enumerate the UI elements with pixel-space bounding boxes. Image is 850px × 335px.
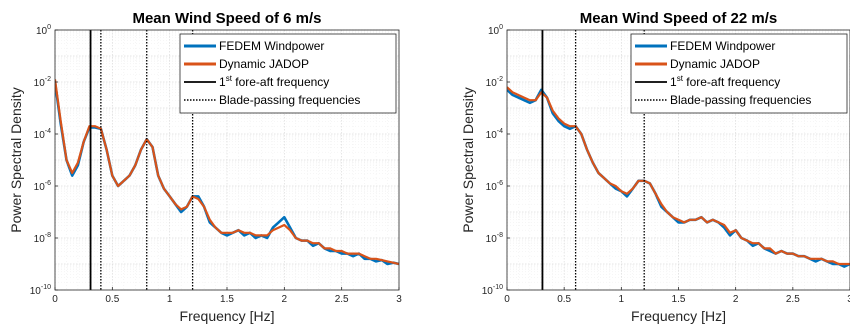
y-tick-label: 10-6: [486, 180, 503, 193]
x-tick-label: 0: [504, 294, 510, 305]
y-tick-label: 10-2: [486, 76, 503, 89]
legend-label-fedem: FEDEM Windpower: [670, 39, 775, 53]
legend-label-fedem: FEDEM Windpower: [219, 39, 324, 53]
y-tick-label: 10-10: [30, 284, 51, 297]
x-tick-label: 1.5: [672, 294, 686, 305]
data-layer: [55, 30, 399, 290]
y-tick-label: 10-2: [34, 76, 51, 89]
legend-label-fa: 1st fore-aft frequency: [670, 74, 780, 89]
x-tick-label: 0.5: [557, 294, 571, 305]
y-axis-label: Power Spectral Density: [460, 87, 476, 233]
y-tick-label: 10-8: [34, 232, 51, 245]
y-axis-label: Power Spectral Density: [8, 87, 24, 233]
y-tick-label: 100: [488, 24, 503, 37]
legend-label-jadop: Dynamic JADOP: [670, 57, 760, 71]
x-tick-label: 1: [167, 294, 173, 305]
x-axis-label: Frequency [Hz]: [180, 308, 275, 324]
x-tick-label: 2.5: [786, 294, 800, 305]
y-tick-label: 10-10: [482, 284, 503, 297]
legend-label-blade: Blade-passing frequencies: [670, 93, 811, 107]
series-line-jadop: [55, 79, 399, 266]
chart-title: Mean Wind Speed of 22 m/s: [580, 10, 777, 27]
chart-panel-2: 0 0.5 1 1.5 2 2.5 3 10-10 10-8 10-6 10-4 10-2 100 Mea…: [460, 10, 850, 324]
x-tick-label: 2: [282, 294, 288, 305]
chart-title: Mean Wind Speed of 6 m/s: [132, 10, 321, 27]
x-axis-label: Frequency [Hz]: [631, 308, 726, 324]
x-tick-label: 1.5: [220, 294, 234, 305]
x-tick-label: 2.5: [335, 294, 349, 305]
legend-label-jadop: Dynamic JADOP: [219, 57, 309, 71]
y-tick-label: 10-6: [34, 180, 51, 193]
y-tick-label: 10-8: [486, 232, 503, 245]
legend-label-fa: 1st fore-aft frequency: [219, 74, 329, 89]
y-tick-label: 10-4: [34, 128, 51, 141]
x-tick-label: 0.5: [105, 294, 119, 305]
legend: FEDEM Windpower Dynamic JADOP 1st fore-aft…: [630, 33, 848, 114]
x-tick-label: 0: [52, 294, 58, 305]
x-tick-label: 1: [619, 294, 625, 305]
x-tick-label: 3: [396, 294, 402, 305]
legend: FEDEM Windpower Dynamic JADOP 1st fore-aft…: [179, 33, 397, 114]
legend-label-blade: Blade-passing frequencies: [219, 93, 360, 107]
y-tick-label: 10-4: [486, 128, 503, 141]
y-tick-label: 100: [36, 24, 51, 37]
series-line-jadop: [507, 86, 850, 266]
x-tick-label: 2: [733, 294, 739, 305]
chart-panel-1: 0 0.5 1 1.5 2 2.5 3 10-10 10-8 10-6 10-4 10-2 100 Mea…: [8, 10, 402, 324]
x-tick-label: 3: [847, 294, 850, 305]
